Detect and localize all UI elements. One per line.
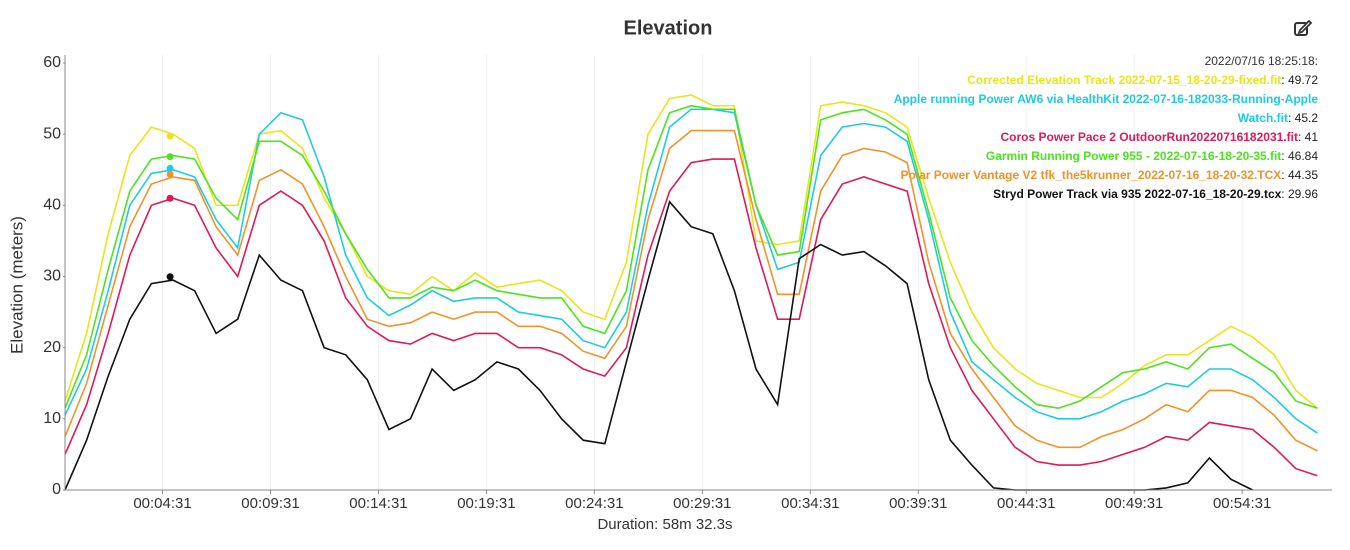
legend-name: Apple running Power AW6 via HealthKit 20…: [893, 92, 1318, 125]
hover-marker: [166, 273, 174, 281]
series-line: [64, 104, 1318, 410]
y-tick-label: 10: [43, 410, 61, 427]
legend-value: 44.35: [1287, 168, 1318, 182]
hover-time: 2022/07/16 18:25:18:: [1204, 54, 1318, 68]
legend-value: 49.72: [1287, 73, 1318, 87]
legend-value: 46.84: [1287, 149, 1318, 163]
legend-separator: :: [1297, 130, 1305, 144]
x-axis-label: Duration: 58m 32.3s: [597, 516, 732, 533]
hover-marker: [166, 194, 174, 202]
chart-title: Elevation: [624, 17, 713, 39]
legend-separator: :: [1281, 149, 1288, 163]
legend-entry: Polar Power Vantage V2 tfk_the5krunner_2…: [872, 166, 1318, 185]
legend-name: Garmin Running Power 955 - 2022-07-16-18…: [985, 149, 1282, 163]
y-tick-label: 0: [52, 481, 61, 498]
y-tick-label: 30: [43, 268, 61, 285]
edit-icon[interactable]: [1294, 19, 1313, 36]
x-tick-label: 00:49:31: [1105, 495, 1163, 512]
hover-legend: 2022/07/16 18:25:18: Corrected Elevation …: [872, 52, 1318, 204]
legend-value: 45.2: [1294, 111, 1318, 125]
y-tick-label: 60: [43, 54, 61, 71]
x-tick-label: 00:09:31: [241, 495, 299, 512]
legend-entry: Apple running Power AW6 via HealthKit 20…: [872, 90, 1318, 128]
legend-value: 29.96: [1287, 187, 1318, 201]
legend-separator: :: [1281, 187, 1288, 201]
legend-separator: :: [1287, 111, 1295, 125]
x-tick-label: 00:34:31: [781, 495, 839, 512]
legend-separator: :: [1281, 168, 1288, 182]
legend-value: 41: [1304, 130, 1318, 144]
legend-name: Coros Power Pace 2 OutdoorRun20220716182…: [1000, 130, 1298, 144]
x-tick-label: 00:29:31: [673, 495, 731, 512]
x-tick-label: 00:14:31: [349, 495, 407, 512]
series-line: [64, 108, 1318, 434]
hover-marker: [166, 170, 174, 178]
x-tick-label: 00:39:31: [889, 495, 947, 512]
series-line: [64, 158, 1318, 477]
series-line: [64, 94, 1318, 409]
legend-entry: Stryd Power Track via 935 2022-07-16_18-…: [872, 185, 1318, 204]
y-tick-label: 50: [43, 125, 61, 142]
legend-separator: :: [1281, 73, 1288, 87]
y-tick-label: 40: [43, 197, 61, 214]
legend-entry: Corrected Elevation Track 2022-07-15_18-…: [872, 71, 1318, 90]
x-tick-label: 00:24:31: [565, 495, 623, 512]
legend-entry: Coros Power Pace 2 OutdoorRun20220716182…: [872, 128, 1319, 147]
series-line: [64, 129, 1318, 452]
legend-name: Stryd Power Track via 935 2022-07-16_18-…: [993, 187, 1282, 201]
legend-entry: Garmin Running Power 955 - 2022-07-16-18…: [872, 147, 1318, 166]
y-axis-label: Elevation (meters): [7, 216, 26, 354]
legend-name: Polar Power Vantage V2 tfk_the5krunner_2…: [900, 168, 1282, 182]
legend-name: Corrected Elevation Track 2022-07-15_18-…: [967, 73, 1282, 87]
x-tick-label: 00:19:31: [457, 495, 515, 512]
x-tick-label: 00:54:31: [1213, 495, 1271, 512]
hover-marker: [166, 132, 174, 140]
y-tick-label: 20: [43, 339, 61, 356]
hover-marker: [166, 153, 174, 161]
x-tick-label: 00:44:31: [997, 495, 1055, 512]
x-tick-label: 00:04:31: [133, 495, 191, 512]
hover-marker: [166, 164, 174, 172]
